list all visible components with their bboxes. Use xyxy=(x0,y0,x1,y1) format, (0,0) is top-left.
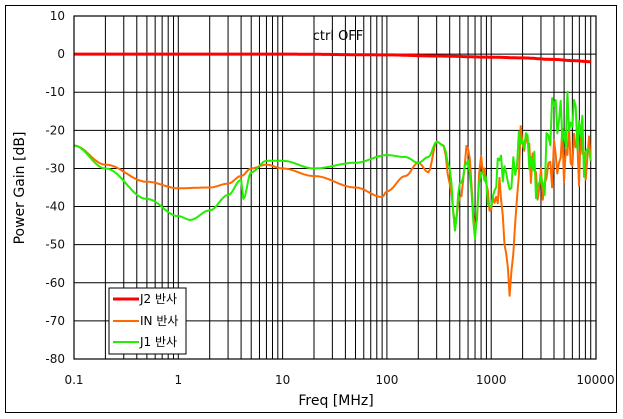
y-tick-label: 10 xyxy=(50,9,65,23)
ticks: 0.1 1 10 100 1000 10000100-10-20-30-40-50-60-… xyxy=(45,9,614,387)
legend-item-j2: J2 반사 xyxy=(113,292,177,306)
y-tick-label: -50 xyxy=(45,238,65,252)
legend-item-j1: J1 반사 xyxy=(113,335,177,349)
series-line-j2 xyxy=(74,52,591,64)
y-tick-label: 0 xyxy=(57,47,65,61)
legend-item-in: IN 반사 xyxy=(113,314,178,328)
y-axis-title: Power Gain [dB] xyxy=(12,132,28,245)
series-line-in xyxy=(73,125,592,297)
y-tick-label: -10 xyxy=(45,85,65,99)
x-tick-label: 1000 xyxy=(476,373,507,387)
legend-label-in: IN 반사 xyxy=(140,314,178,328)
legend: J2 반사 IN 반사 J1 반사 xyxy=(108,287,187,355)
plot-border xyxy=(73,15,597,360)
series-layer xyxy=(73,52,592,297)
x-tick-label: 100 xyxy=(375,373,398,387)
y-tick-label: -20 xyxy=(45,123,65,137)
x-axis-title: Freq [MHz] xyxy=(298,393,373,409)
chart-frame xyxy=(5,5,617,413)
y-tick-label: -80 xyxy=(45,352,65,366)
y-tick-label: -30 xyxy=(45,161,65,175)
y-tick-label: -60 xyxy=(45,276,65,290)
y-tick-label: -40 xyxy=(45,200,65,214)
x-tick-label: 0.1 xyxy=(64,373,83,387)
series-line-j1 xyxy=(73,90,592,240)
x-tick-label: 10000 xyxy=(576,373,614,387)
y-tick-label: -70 xyxy=(45,314,65,328)
legend-label-j1: J1 반사 xyxy=(139,335,177,349)
x-tick-label: 1 xyxy=(174,373,182,387)
annotation-ctrl-off: ctrl OFF xyxy=(313,29,364,44)
x-tick-label: 10 xyxy=(275,373,290,387)
legend-label-j2: J2 반사 xyxy=(139,292,177,306)
